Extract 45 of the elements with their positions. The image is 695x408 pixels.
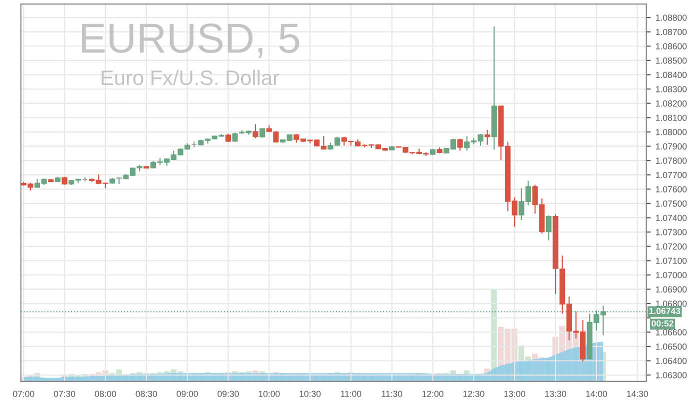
x-tick-label: 12:30 — [463, 390, 484, 397]
y-tick-label: 1.07100 — [656, 258, 687, 264]
y-tick-label: 1.06600 — [656, 329, 687, 336]
x-tick-label: 11:00 — [340, 390, 362, 397]
y-tick-label: 1.08600 — [656, 43, 687, 50]
x-tick-label: 14:00 — [586, 390, 608, 397]
y-tick-label: 1.07600 — [656, 186, 687, 192]
y-tick-label: 1.08400 — [656, 72, 687, 78]
y-tick-label: 1.08500 — [656, 57, 687, 64]
y-tick-label: 1.06400 — [656, 358, 687, 364]
y-tick-label: 1.06500 — [656, 344, 687, 350]
y-tick-label: 1.08800 — [656, 14, 687, 21]
y-tick-label: 1.07400 — [656, 214, 687, 221]
x-tick-label: 08:00 — [94, 390, 116, 397]
y-tick-label: 1.07900 — [656, 143, 687, 150]
x-tick-label: 13:30 — [545, 390, 566, 397]
y-tick-label: 1.07300 — [656, 229, 687, 236]
y-tick-label: 1.07700 — [656, 172, 687, 178]
y-tick-label: 1.06800 — [656, 300, 687, 307]
x-tick-label: 09:00 — [176, 390, 198, 397]
y-tick-label: 1.08000 — [656, 128, 687, 136]
y-tick-label: 1.06300 — [656, 372, 687, 378]
text: 00:52 — [652, 320, 674, 327]
x-tick-label: 11:30 — [382, 390, 402, 397]
y-tick-label: 1.07500 — [656, 200, 687, 207]
x-tick-label: 12:00 — [422, 390, 444, 397]
ref-line-label: 1.06743 — [649, 308, 680, 314]
chart-title: EURUSD, 5 — [82, 24, 300, 58]
y-tick-label: 1.08300 — [656, 86, 687, 92]
x-tick-label: 10:00 — [258, 390, 280, 397]
x-tick-label: 10:30 — [300, 390, 321, 397]
y-tick-label: 1.08700 — [656, 28, 687, 36]
x-tick-label: 07:30 — [54, 390, 76, 397]
y-tick-label: 1.06900 — [656, 286, 687, 292]
y-tick-label: 1.07000 — [656, 272, 687, 278]
text: Euro Fx/U.S. Dollar — [102, 70, 280, 86]
x-tick-label: 07:00 — [13, 390, 34, 397]
y-tick-label: 1.08200 — [656, 100, 687, 107]
y-tick-label: 1.07200 — [656, 243, 687, 250]
y-tick-label: 1.07800 — [656, 158, 687, 164]
x-tick-label: 14:30 — [627, 390, 648, 397]
y-tick-label: 1.08100 — [656, 114, 687, 121]
x-tick-label: 09:30 — [218, 390, 239, 397]
x-tick-label: 08:30 — [136, 390, 157, 397]
x-tick-label: 13:00 — [504, 390, 526, 397]
